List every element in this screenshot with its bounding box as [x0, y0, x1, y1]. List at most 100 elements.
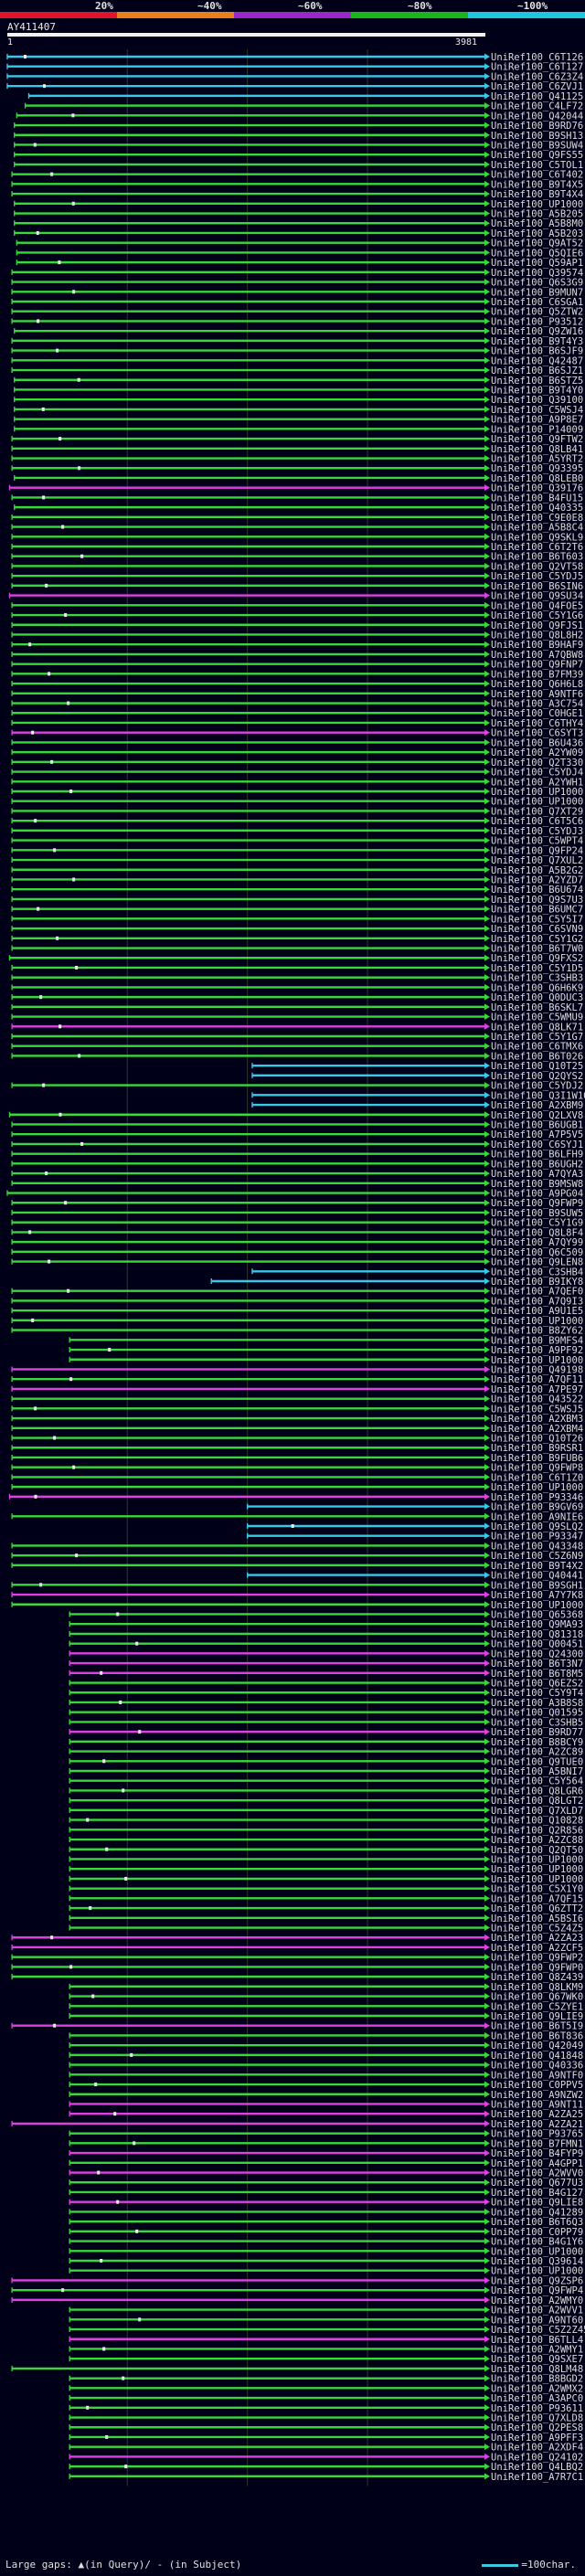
hit-label: UniRef100_A2YZD7 [491, 875, 583, 885]
hit-end-arrow [484, 2267, 490, 2274]
hit-label: UniRef100_P93611 [491, 2403, 583, 2414]
hit-end-arrow [484, 1454, 490, 1461]
hit-end-arrow [484, 493, 490, 501]
hit-label: UniRef100_Q2VT58 [491, 561, 583, 572]
hit-label: UniRef100_Q7XLD7 [491, 1806, 583, 1817]
hit-end-arrow [484, 347, 490, 355]
hit-label: UniRef100_B6UGB1 [491, 1119, 583, 1130]
hit-label: UniRef100_Q43348 [491, 1541, 583, 1552]
hit-label: UniRef100_C5Z2Z45 [491, 2325, 585, 2336]
hit-end-arrow [484, 553, 490, 560]
hit-label: UniRef100_B6T603 [491, 552, 583, 563]
gap-marker [94, 2083, 98, 2087]
hit-end-arrow [484, 2355, 490, 2362]
gap-marker [102, 2347, 106, 2351]
hit-label: UniRef100_Q41125 [491, 91, 583, 102]
hit-label: UniRef100_B6SJZ1 [491, 366, 583, 376]
hit-label: UniRef100_A2WVV1 [491, 2306, 583, 2316]
hit-label: UniRef100_Q9FXS2 [491, 953, 583, 964]
hit-end-arrow [484, 983, 490, 991]
gap-marker [116, 2200, 120, 2204]
hit-end-arrow [484, 239, 490, 247]
hit-end-arrow [484, 1180, 490, 1187]
hit-end-arrow [484, 631, 490, 638]
hit-end-arrow [484, 425, 490, 432]
hit-end-arrow [484, 2257, 490, 2264]
legend-swatch [468, 12, 585, 18]
hit-end-arrow [484, 180, 490, 187]
hit-end-arrow [484, 690, 490, 697]
hit-end-arrow [484, 2414, 490, 2422]
hit-end-arrow [484, 1591, 490, 1598]
hit-end-arrow [484, 337, 490, 345]
gap-marker [41, 407, 45, 411]
hit-end-arrow [484, 445, 490, 452]
hit-label: UniRef100_Q42487 [491, 355, 583, 366]
hit-end-arrow [484, 2473, 490, 2480]
hit-end-arrow [484, 2022, 490, 2030]
legend-swatch [351, 12, 468, 18]
hit-label: UniRef100_B8ZY62 [491, 1326, 583, 1337]
hit-label: UniRef100_A9NTF6 [491, 689, 583, 700]
hit-end-arrow [484, 601, 490, 609]
hit-label: UniRef100_C6T402 [491, 170, 583, 181]
gap-marker [116, 1612, 120, 1617]
hit-label: UniRef100_Q40441 [491, 1571, 583, 1582]
hit-end-arrow [484, 63, 490, 70]
hit-label: UniRef100_C5Y564 [491, 1776, 583, 1787]
hit-end-arrow [484, 2247, 490, 2254]
legend-swatch [117, 12, 234, 18]
hit-label: UniRef100_C0HGE1 [491, 708, 583, 719]
hit-end-arrow [484, 2375, 490, 2382]
hit-label: UniRef100_Q2LXV8 [491, 1110, 583, 1121]
hit-end-arrow [484, 210, 490, 217]
hit-label: UniRef100_Q39176 [491, 483, 583, 494]
hit-end-arrow [484, 1140, 490, 1148]
hit-end-arrow [484, 2189, 490, 2196]
hit-label: UniRef100_Q9FNP7 [491, 660, 583, 671]
hit-label: UniRef100_B9MUN7 [491, 287, 583, 298]
hit-label: UniRef100_Q9MA93 [491, 1619, 583, 1630]
hit-end-arrow [484, 543, 490, 550]
hit-label: UniRef100_B9SH13 [491, 131, 583, 142]
gap-marker [91, 1994, 95, 1998]
hit-label: UniRef100_A5YRT2 [491, 454, 583, 465]
hit-end-arrow [484, 53, 490, 60]
hit-label: UniRef100_UP1000.. [491, 1355, 585, 1366]
hit-end-arrow [484, 1082, 490, 1089]
hit-label: UniRef100_Q0DUC3 [491, 992, 583, 1003]
query-start-label: 1 [7, 37, 14, 48]
hit-label: UniRef100_Q4FOE5 [491, 600, 583, 611]
hit-label: UniRef100_A5B205 [491, 209, 583, 220]
gap-marker [39, 1583, 43, 1587]
hit-label: UniRef100_C5Z4Z5 [491, 1924, 583, 1935]
hit-label: UniRef100_B6U674 [491, 885, 583, 896]
hit-label: UniRef100_Q8LM48 [491, 2364, 583, 2375]
hit-end-arrow [484, 1659, 490, 1667]
hit-end-arrow [484, 2326, 490, 2333]
hit-end-arrow [484, 2100, 490, 2107]
gap-marker [138, 2317, 142, 2322]
hit-label: UniRef100_C5WPT4 [491, 836, 583, 847]
hit-end-arrow [484, 935, 490, 942]
gap-marker [80, 554, 84, 558]
gap-marker [53, 2023, 57, 2028]
hit-end-arrow [484, 1699, 490, 1706]
hit-end-arrow [484, 915, 490, 922]
hit-end-arrow [484, 2051, 490, 2059]
hit-end-arrow [484, 1219, 490, 1226]
hit-end-arrow [484, 1522, 490, 1530]
gap-marker [80, 1141, 84, 1146]
hit-end-arrow [484, 1415, 490, 1422]
hit-end-arrow [484, 1327, 490, 1334]
hit-label: UniRef100_B6STZ5 [491, 376, 583, 387]
gap-marker [33, 143, 37, 147]
hit-label: UniRef100_UP1000.. [491, 787, 585, 798]
hit-end-arrow [484, 1649, 490, 1657]
hit-label: UniRef100_B9RSR1 [491, 1443, 583, 1454]
hit-label: UniRef100_Q40336 [491, 2061, 583, 2072]
hit-end-arrow [484, 1120, 490, 1128]
hit-label: UniRef100_B8BCY9 [491, 1737, 583, 1748]
gap-marker [39, 995, 43, 1000]
hit-label: UniRef100_C5Y1G2 [491, 934, 583, 945]
